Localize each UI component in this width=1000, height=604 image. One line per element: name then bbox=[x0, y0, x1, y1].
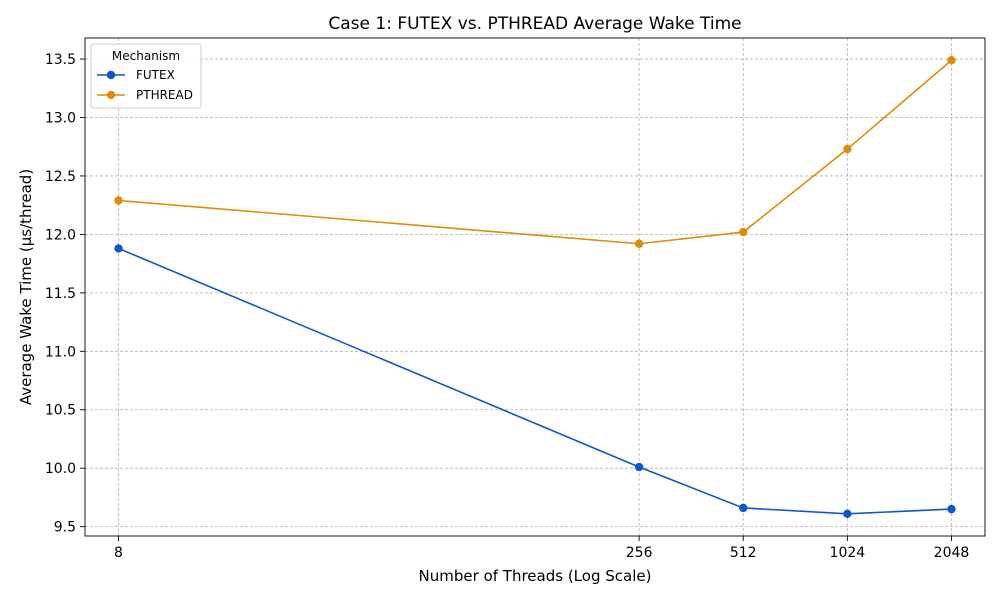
series-line-pthread bbox=[118, 59, 952, 245]
y-axis-ticks: 9.5 10.0 10.5 11.0 11.5 12.0 12.5 13.0 13.5 bbox=[45, 52, 85, 536]
y-axis-label: Average Wake Time (μs/thread) bbox=[17, 169, 35, 405]
data-point-pthread bbox=[947, 56, 956, 65]
data-point-pthread bbox=[634, 239, 644, 248]
legend-title: Mechanism bbox=[112, 49, 180, 63]
data-point-futex bbox=[947, 504, 956, 514]
x-tick-label: 256 bbox=[626, 545, 653, 561]
series-pthread bbox=[114, 56, 956, 248]
grid bbox=[85, 38, 985, 536]
legend-entries: FUTEX PTHREAD bbox=[97, 68, 193, 102]
data-point-futex bbox=[739, 503, 748, 513]
data-point-pthread bbox=[114, 196, 123, 205]
legend-box bbox=[90, 43, 202, 109]
legend-label: FUTEX bbox=[136, 68, 175, 82]
y-tick-label: 10.0 bbox=[45, 461, 76, 477]
x-axis-label: Number of Threads (Log Scale) bbox=[419, 567, 652, 585]
x-tick-label: 1024 bbox=[830, 545, 866, 561]
x-tick-label: 8 bbox=[114, 545, 123, 561]
y-tick-label: 12.5 bbox=[45, 169, 76, 185]
plot-area-frame bbox=[84, 37, 986, 537]
y-tick-label: 11.0 bbox=[45, 344, 76, 360]
data-point-futex bbox=[843, 509, 852, 518]
y-tick-label: 12.0 bbox=[45, 227, 76, 243]
data-point-futex bbox=[634, 462, 644, 472]
legend-entry-pthread: PTHREAD bbox=[97, 88, 193, 102]
series-layer bbox=[114, 56, 956, 518]
legend-label: PTHREAD bbox=[136, 88, 193, 102]
data-point-futex bbox=[114, 244, 123, 253]
series-futex bbox=[114, 244, 956, 518]
y-tick-label: 13.0 bbox=[45, 110, 76, 126]
x-axis-ticks: 8 256 512 1024 2048 bbox=[114, 536, 969, 561]
data-point-pthread bbox=[739, 227, 748, 237]
series-line-futex bbox=[118, 247, 952, 515]
chart-title: Case 1: FUTEX vs. PTHREAD Average Wake T… bbox=[328, 14, 741, 34]
x-tick-label: 2048 bbox=[934, 545, 970, 561]
y-tick-label: 11.5 bbox=[45, 286, 76, 302]
legend-entry-futex: FUTEX bbox=[97, 68, 175, 82]
y-tick-label: 9.5 bbox=[54, 520, 76, 536]
y-tick-label: 13.5 bbox=[45, 52, 76, 68]
x-tick-label: 512 bbox=[730, 545, 757, 561]
legend-marker-swatch bbox=[106, 70, 116, 80]
legend-marker-swatch bbox=[106, 90, 116, 100]
y-tick-label: 10.5 bbox=[45, 403, 76, 419]
data-point-pthread bbox=[843, 144, 852, 154]
legend: Mechanism FUTEX PTHREAD bbox=[90, 43, 202, 109]
